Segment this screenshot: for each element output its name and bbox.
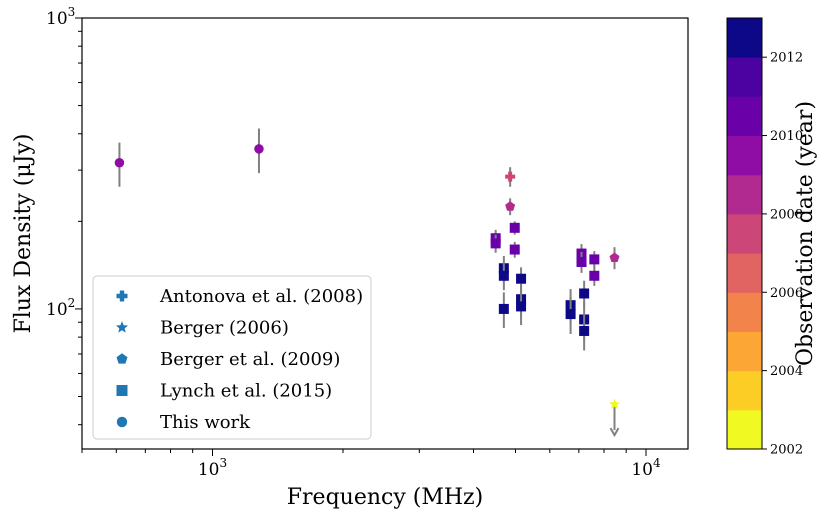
- axes-frame: [81, 17, 689, 450]
- colorbar-segment: [727, 370, 762, 411]
- data-point-pentagon: [609, 252, 620, 262]
- series-circle: [114, 128, 264, 187]
- legend-entry: This work: [116, 412, 251, 433]
- colorbar-tick-label: 2006: [770, 286, 803, 301]
- legend-marker-circle: [116, 416, 128, 428]
- legend-label: Lynch et al. (2015): [160, 381, 332, 402]
- colorbar-segment: [727, 96, 762, 137]
- data-point-square: [589, 270, 600, 281]
- data-point-square: [579, 325, 590, 336]
- data-point-circle: [114, 158, 125, 168]
- legend-entry: Berger et al. (2009): [116, 349, 340, 370]
- colorbar: 2002 2004 2006 2008 2010 2012 Observation date…: [726, 17, 818, 458]
- legend-marker-plus: [116, 290, 128, 302]
- data-point-square: [498, 303, 509, 314]
- data-point-circle: [254, 144, 264, 154]
- colorbar-tick-label: 2008: [770, 207, 803, 222]
- data-point-square: [509, 244, 520, 255]
- colorbar-tick-label: 2012: [770, 51, 803, 66]
- legend-entry: Berger (2006): [115, 318, 289, 339]
- colorbar-tick-label: 2002: [770, 443, 803, 458]
- y-tick-label: 103: [46, 5, 75, 29]
- x-tick-label: 103: [198, 456, 227, 480]
- legend-label: Berger (2006): [160, 318, 289, 339]
- series-star: [609, 398, 620, 438]
- data-point-plus: [505, 171, 516, 182]
- data-point-square: [589, 254, 600, 265]
- colorbar-segment: [727, 135, 762, 176]
- data-point-square: [509, 222, 520, 233]
- legend-box: [92, 275, 372, 440]
- data-point-square: [576, 256, 587, 267]
- upper-limit-arrow: [609, 427, 620, 438]
- legend-entry: Lynch et al. (2015): [116, 381, 332, 402]
- colorbar-segment: [727, 331, 762, 372]
- legend-label: Antonova et al. (2008): [159, 286, 363, 307]
- colorbar-segment: [727, 409, 762, 450]
- colorbar-tick-label: 2010: [770, 129, 803, 144]
- colorbar-frame: [726, 17, 763, 450]
- series-square: [490, 221, 600, 351]
- data-point-square: [490, 238, 501, 249]
- legend-marker-pentagon: [116, 353, 128, 364]
- colorbar-segment: [727, 213, 762, 254]
- data-points: [114, 128, 620, 438]
- axes: 103 104 102 103 Frequency (MHz) Flux Density …: [11, 5, 689, 510]
- y-axis-title: Flux Density (μJy): [11, 134, 36, 334]
- colorbar-segment: [727, 57, 762, 97]
- legend-label: Berger et al. (2009): [160, 349, 340, 370]
- colorbar-segment: [727, 253, 762, 293]
- colorbar-tick-label: 2004: [770, 364, 803, 379]
- data-point-pentagon: [505, 201, 516, 211]
- data-point-square: [498, 270, 509, 281]
- legend: Antonova et al. (2008) Berger (2006) Berge…: [92, 275, 372, 440]
- data-point-star: [609, 398, 620, 409]
- x-tick-label: 104: [631, 456, 661, 480]
- data-point-square: [565, 309, 576, 320]
- colorbar-segment: [727, 18, 762, 58]
- series-plus: [505, 167, 516, 187]
- colorbar-title: Observation date (year): [793, 101, 818, 366]
- colorbar-segment: [727, 174, 762, 215]
- data-point-square: [579, 288, 590, 299]
- legend-marker-square: [116, 385, 128, 396]
- legend-label: This work: [160, 412, 251, 433]
- colorbar-segment: [727, 292, 762, 332]
- x-axis-title: Frequency (MHz): [287, 485, 483, 510]
- legend-marker-star: [115, 321, 129, 333]
- y-tick-label: 102: [46, 296, 75, 320]
- legend-entry: Antonova et al. (2008): [116, 286, 363, 307]
- series-pentagon: [505, 198, 620, 270]
- data-point-square: [516, 273, 527, 284]
- data-point-square: [516, 301, 527, 312]
